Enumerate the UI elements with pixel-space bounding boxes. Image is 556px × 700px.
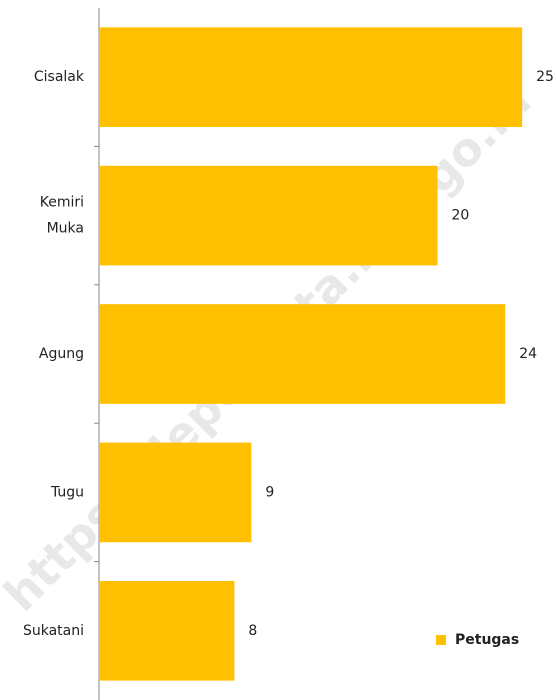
value-label: 8 [248,623,257,639]
value-label: 20 [452,208,470,224]
y-tick-label: Tugu [50,484,84,500]
y-tick-label: Cisalak [34,69,85,85]
y-tick-label: Kemiri Muka [40,195,84,237]
legend-label: Petugas [455,632,519,648]
legend-swatch [436,635,446,645]
value-label: 25 [536,69,554,85]
value-label: 24 [519,346,537,362]
y-tick-label: Sukatani [23,623,84,639]
value-label: 9 [265,484,274,500]
bar [99,580,235,681]
bar [99,165,438,266]
bar [99,27,523,128]
bar [99,442,252,543]
y-tick-label: Agung [39,346,84,362]
bar [99,304,506,404]
